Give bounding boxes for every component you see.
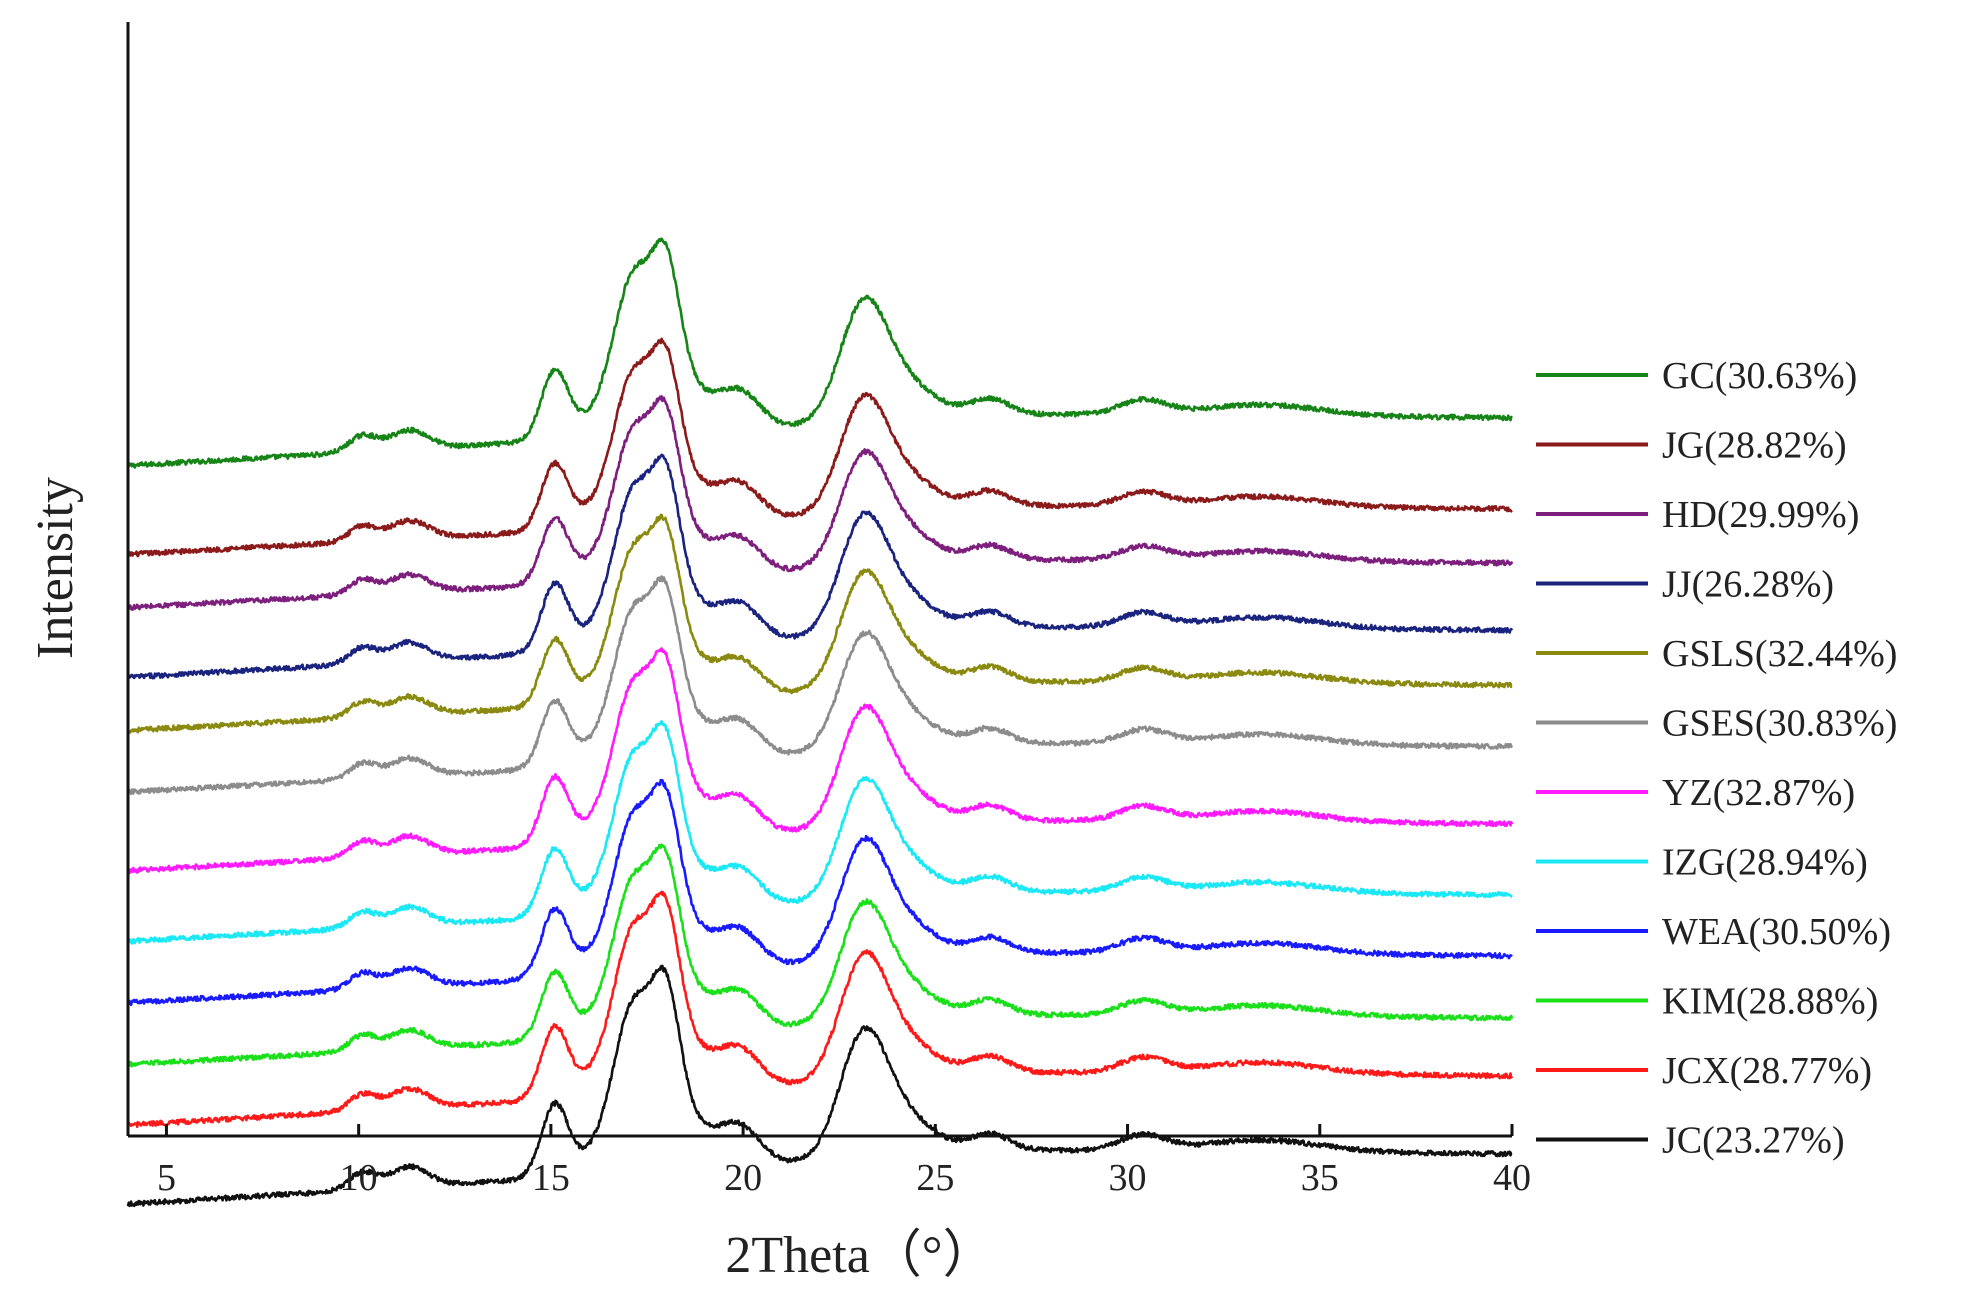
legend-label: JC(23.27%)	[1662, 1120, 1845, 1162]
legend-label: JCX(28.77%)	[1662, 1050, 1872, 1092]
legend-label: IZG(28.94%)	[1662, 842, 1868, 884]
series-line-izg	[126, 720, 1513, 945]
legend-label: YZ(32.87%)	[1662, 772, 1855, 814]
x-tick-label: 15	[532, 1157, 570, 1199]
legend-label: GSES(30.83%)	[1662, 703, 1897, 745]
x-tick-layer: 5 10 15 20 25 30 35 40	[157, 1124, 1531, 1199]
legend-label: HD(29.99%)	[1662, 494, 1859, 536]
series-line-hd	[127, 395, 1514, 611]
series-line-jg	[127, 337, 1513, 558]
x-tick-label: 25	[916, 1157, 954, 1199]
x-axis-title: 2Theta（°）	[725, 1227, 994, 1284]
legend-label: JJ(26.28%)	[1662, 564, 1834, 606]
series-line-jj	[126, 453, 1514, 680]
x-tick-label: 30	[1109, 1157, 1147, 1199]
legend-label: KIM(28.88%)	[1662, 981, 1878, 1023]
series-line-yz	[127, 647, 1514, 875]
legend: GC(30.63%) JG(28.82%) HD(29.99%) JJ(26.28%)…	[1536, 355, 1897, 1162]
x-tick-label: 35	[1301, 1157, 1339, 1199]
x-tick-label: 10	[340, 1157, 378, 1199]
series-layer	[126, 237, 1514, 1208]
series-line-gses	[127, 575, 1514, 796]
legend-label: JG(28.82%)	[1662, 425, 1847, 467]
legend-label: GSLS(32.44%)	[1662, 633, 1897, 675]
x-tick-label: 20	[724, 1157, 762, 1199]
series-line-gc	[126, 237, 1513, 469]
series-line-kim	[126, 843, 1514, 1068]
x-tick-label: 40	[1493, 1157, 1531, 1199]
series-line-wea	[126, 778, 1513, 1007]
series-line-jcx	[127, 890, 1514, 1129]
legend-label: GC(30.63%)	[1662, 355, 1857, 397]
x-tick-label: 5	[157, 1157, 176, 1199]
series-line-gsls	[126, 513, 1513, 734]
y-axis-title: Intensity	[27, 477, 84, 659]
legend-label: WEA(30.50%)	[1662, 911, 1891, 953]
